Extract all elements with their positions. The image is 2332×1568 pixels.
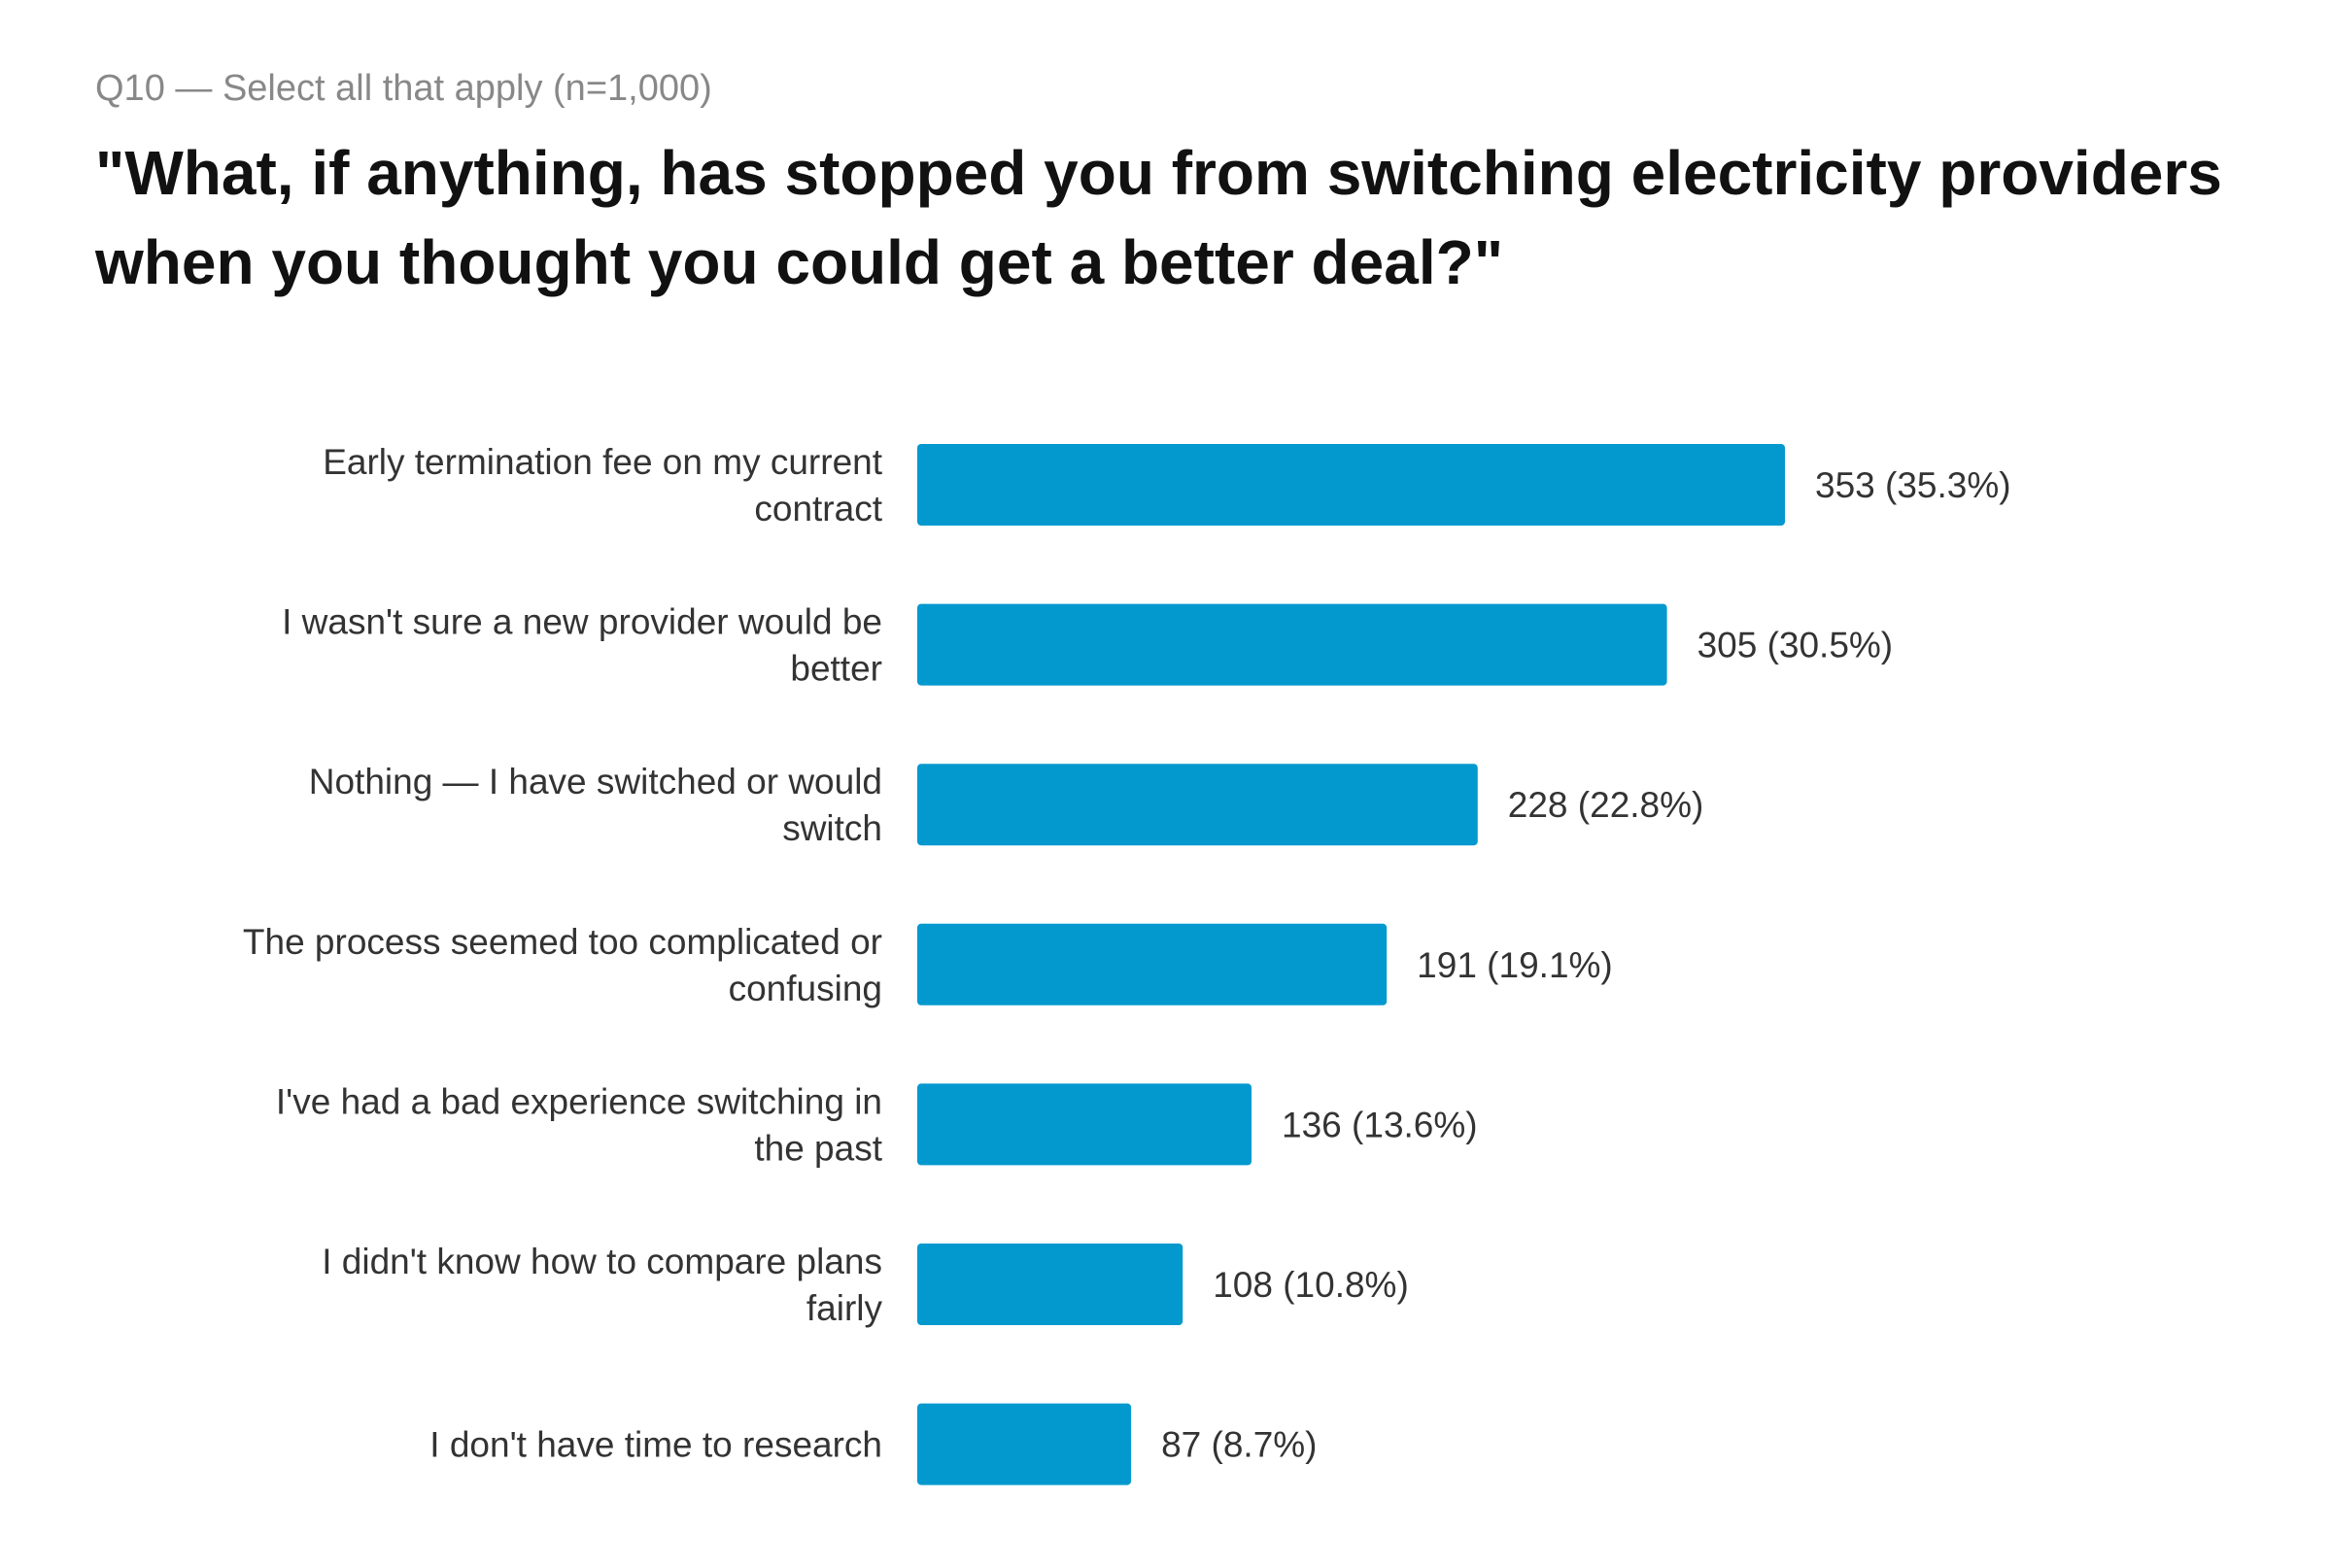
category-label: I didn't know how to compare plans fairly [322, 1242, 882, 1328]
data-label: 228 (22.8%) [1508, 785, 1704, 825]
category-label-line: I wasn't sure a new provider would be [282, 602, 882, 642]
category-label: The process seemed too complicated or con… [243, 922, 882, 1008]
bar [917, 923, 1388, 1006]
category-label: Nothing — I have switched or would switch [309, 762, 882, 848]
category-label-line: I don't have time to research [429, 1425, 882, 1465]
category-label-line: Nothing — I have switched or would [309, 762, 882, 801]
category-label-line: The process seemed too complicated or [243, 922, 882, 962]
category-label-line: Early termination fee on my current [323, 442, 883, 482]
category-label-line: I've had a bad experience switching in [276, 1081, 882, 1121]
data-label: 136 (13.6%) [1282, 1105, 1478, 1144]
category-label-line: better [790, 649, 882, 689]
bar [917, 1244, 1183, 1325]
category-label: I wasn't sure a new provider would be bet… [282, 602, 882, 689]
data-label: 108 (10.8%) [1213, 1265, 1409, 1305]
category-label-line: switch [782, 808, 882, 848]
bar [917, 1403, 1132, 1485]
chart-title: "What, if anything, has stopped you from… [95, 138, 2222, 297]
category-label-line: the past [754, 1128, 882, 1168]
category-label-line: fairly [806, 1288, 883, 1328]
bar [917, 764, 1478, 846]
category-label: I don't have time to research [429, 1425, 882, 1465]
category-label-line: I didn't know how to compare plans [322, 1242, 882, 1281]
category-label-line: confusing [729, 969, 882, 1008]
chart-subtitle: Q10 — Select all that apply (n=1,000) [95, 68, 712, 109]
bar [917, 444, 1785, 526]
data-label: 353 (35.3%) [1815, 465, 2011, 505]
data-label: 191 (19.1%) [1417, 945, 1613, 985]
category-label: Early termination fee on my current contr… [323, 442, 883, 528]
data-label: 305 (30.5%) [1698, 626, 1894, 665]
category-label-line: contract [754, 489, 882, 528]
data-label: 87 (8.7%) [1161, 1425, 1317, 1465]
category-label: I've had a bad experience switching in th… [276, 1081, 883, 1168]
bar [917, 603, 1667, 686]
bar [917, 1083, 1252, 1166]
